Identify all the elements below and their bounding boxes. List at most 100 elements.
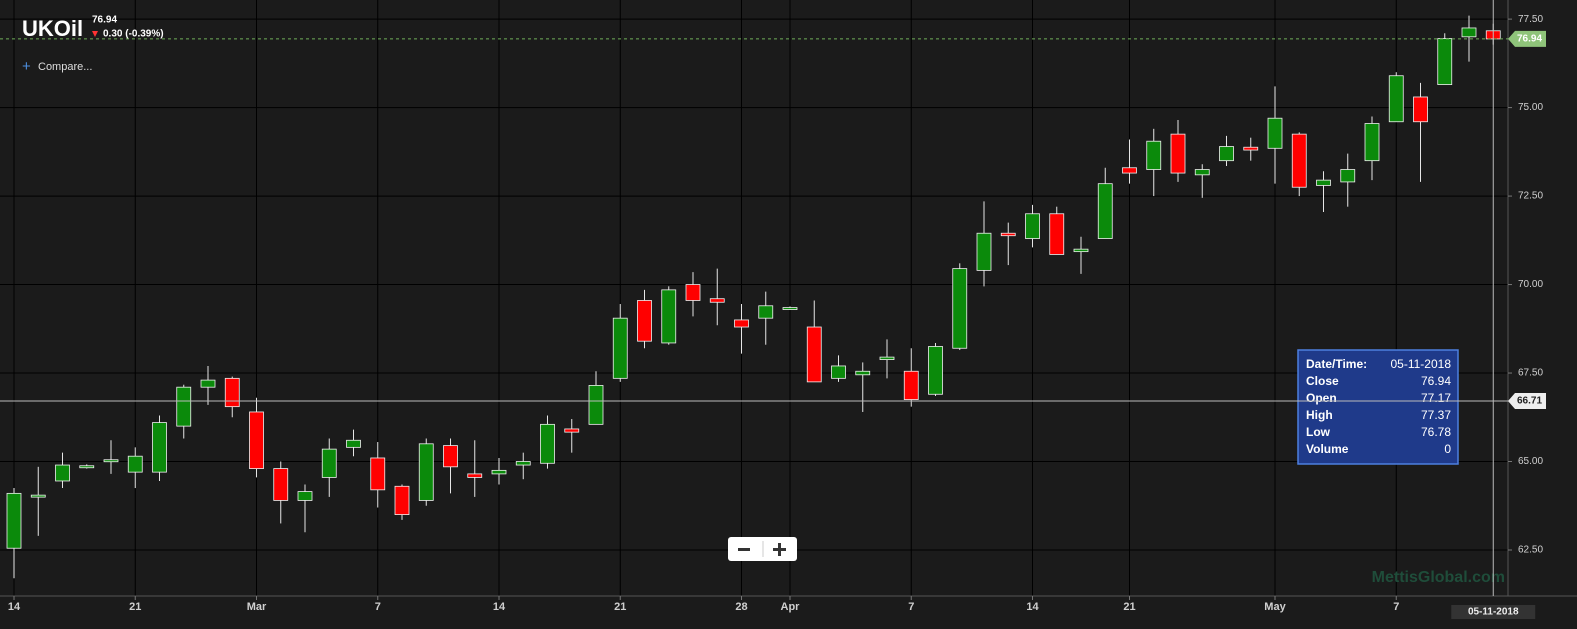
candle-body: [1291, 133, 1307, 188]
candle-body: [394, 485, 410, 515]
candle-body: [806, 326, 822, 383]
tooltip-value: 77.37: [1421, 408, 1451, 422]
price: 76.94: [92, 15, 117, 26]
candle-body: [588, 385, 604, 425]
candle-body: [176, 386, 192, 427]
x-tick-label: 28: [735, 601, 747, 613]
y-tick-label: 77.50: [1518, 14, 1543, 25]
zoom-out[interactable]: [738, 548, 750, 551]
compare-icon[interactable]: +: [22, 58, 31, 75]
tooltip-box: [1297, 349, 1459, 465]
candle-body: [1170, 133, 1186, 174]
candle-body: [224, 377, 240, 408]
candle-body: [734, 319, 749, 328]
candle-body: [249, 411, 264, 469]
candle-body: [831, 365, 846, 379]
candle-body: [855, 370, 871, 376]
symbol: UKOil: [22, 16, 83, 41]
tooltip-label: High: [1306, 408, 1333, 422]
candle-body: [782, 307, 798, 310]
compare-button[interactable]: Compare...: [38, 61, 92, 73]
hover-date: 05-11-2018: [1468, 607, 1519, 618]
x-tick-label: 7: [908, 601, 914, 613]
candle-body: [1364, 123, 1380, 162]
candle-body: [55, 464, 70, 482]
crosshair-tag: [1508, 392, 1546, 409]
candle-body: [418, 443, 434, 501]
x-tick-label: 21: [1123, 601, 1135, 613]
candle-body: [127, 455, 143, 473]
candle-body: [661, 289, 677, 344]
zoom-controls: [728, 537, 797, 561]
candle-body: [612, 317, 628, 379]
tooltip-label: Volume: [1306, 442, 1349, 456]
candle-body: [1097, 183, 1113, 239]
hover-date-box: [1451, 605, 1536, 619]
tooltip-label: Close: [1306, 374, 1339, 388]
candle-body: [152, 422, 167, 473]
candle-body: [952, 268, 968, 349]
candle-body: [1122, 167, 1137, 174]
candle-body: [273, 468, 289, 501]
candle-body: [467, 473, 483, 478]
candle-body: [1340, 169, 1356, 183]
tooltip-value: 76.94: [1421, 374, 1451, 388]
candle-body: [1461, 27, 1477, 38]
candle-body: [1073, 248, 1089, 253]
candle-body: [297, 491, 313, 501]
tooltip-value: 77.17: [1421, 391, 1451, 405]
tooltip-value: 0: [1444, 442, 1451, 456]
candle-body: [79, 465, 95, 469]
tooltip: Date/Time: 05-11-2018 Close 76.94 Open 77.17 H…: [1297, 349, 1459, 465]
candle-body: [1267, 117, 1283, 149]
candle-body: [1000, 232, 1016, 237]
candle-body: [879, 356, 895, 360]
candle-body: [491, 469, 507, 475]
x-tick-label: 7: [1393, 601, 1399, 613]
tooltip-value: 05-11-2018: [1391, 357, 1452, 371]
y-tick-label: 70.00: [1518, 279, 1543, 290]
tooltip-label: Date/Time:: [1306, 357, 1367, 371]
last-price-label: 76.94: [1517, 34, 1542, 45]
y-tick-label: 62.50: [1518, 545, 1543, 556]
candle-body: [540, 423, 555, 464]
candle-body: [637, 300, 652, 342]
y-tick-label: 75.00: [1518, 102, 1543, 113]
x-tick-label: Mar: [247, 601, 267, 613]
candle-body: [1437, 38, 1453, 85]
tooltip-label: Open: [1306, 391, 1337, 405]
zoom-in[interactable]: [778, 543, 781, 556]
candle-body: [709, 298, 725, 303]
y-tick-label: 65.00: [1518, 456, 1543, 467]
candle-body: [976, 232, 992, 271]
candle-body: [685, 284, 701, 301]
candle-body: [1316, 179, 1331, 186]
candle-body: [758, 305, 774, 319]
candle-body: [1243, 146, 1259, 151]
tooltip-value: 76.78: [1421, 425, 1451, 439]
grid: [0, 0, 1508, 596]
y-tick-label: 72.50: [1518, 191, 1543, 202]
watermark: MettisGlobal.com: [1372, 569, 1505, 586]
candle-body: [30, 494, 46, 498]
x-tick-label: 14: [1026, 601, 1039, 613]
candle-body: [321, 448, 337, 478]
last-price-tag: [1508, 30, 1546, 47]
x-tick-label: 21: [614, 601, 626, 613]
change: 0.30 (-0.39%): [103, 29, 164, 40]
candle-body: [1388, 75, 1404, 123]
candle-body: [1025, 213, 1040, 239]
candle-body: [928, 346, 943, 395]
candle-body: [903, 370, 919, 400]
candle-body: [1146, 140, 1162, 170]
x-tick-label: 7: [375, 601, 381, 613]
x-tick-label: 14: [493, 601, 506, 613]
down-arrow: [92, 31, 98, 37]
candles: [6, 15, 1501, 579]
tooltip-label: Low: [1306, 425, 1331, 439]
x-tick-label: May: [1264, 601, 1286, 613]
candle-body: [1219, 146, 1234, 162]
x-tick-label: 21: [129, 601, 141, 613]
